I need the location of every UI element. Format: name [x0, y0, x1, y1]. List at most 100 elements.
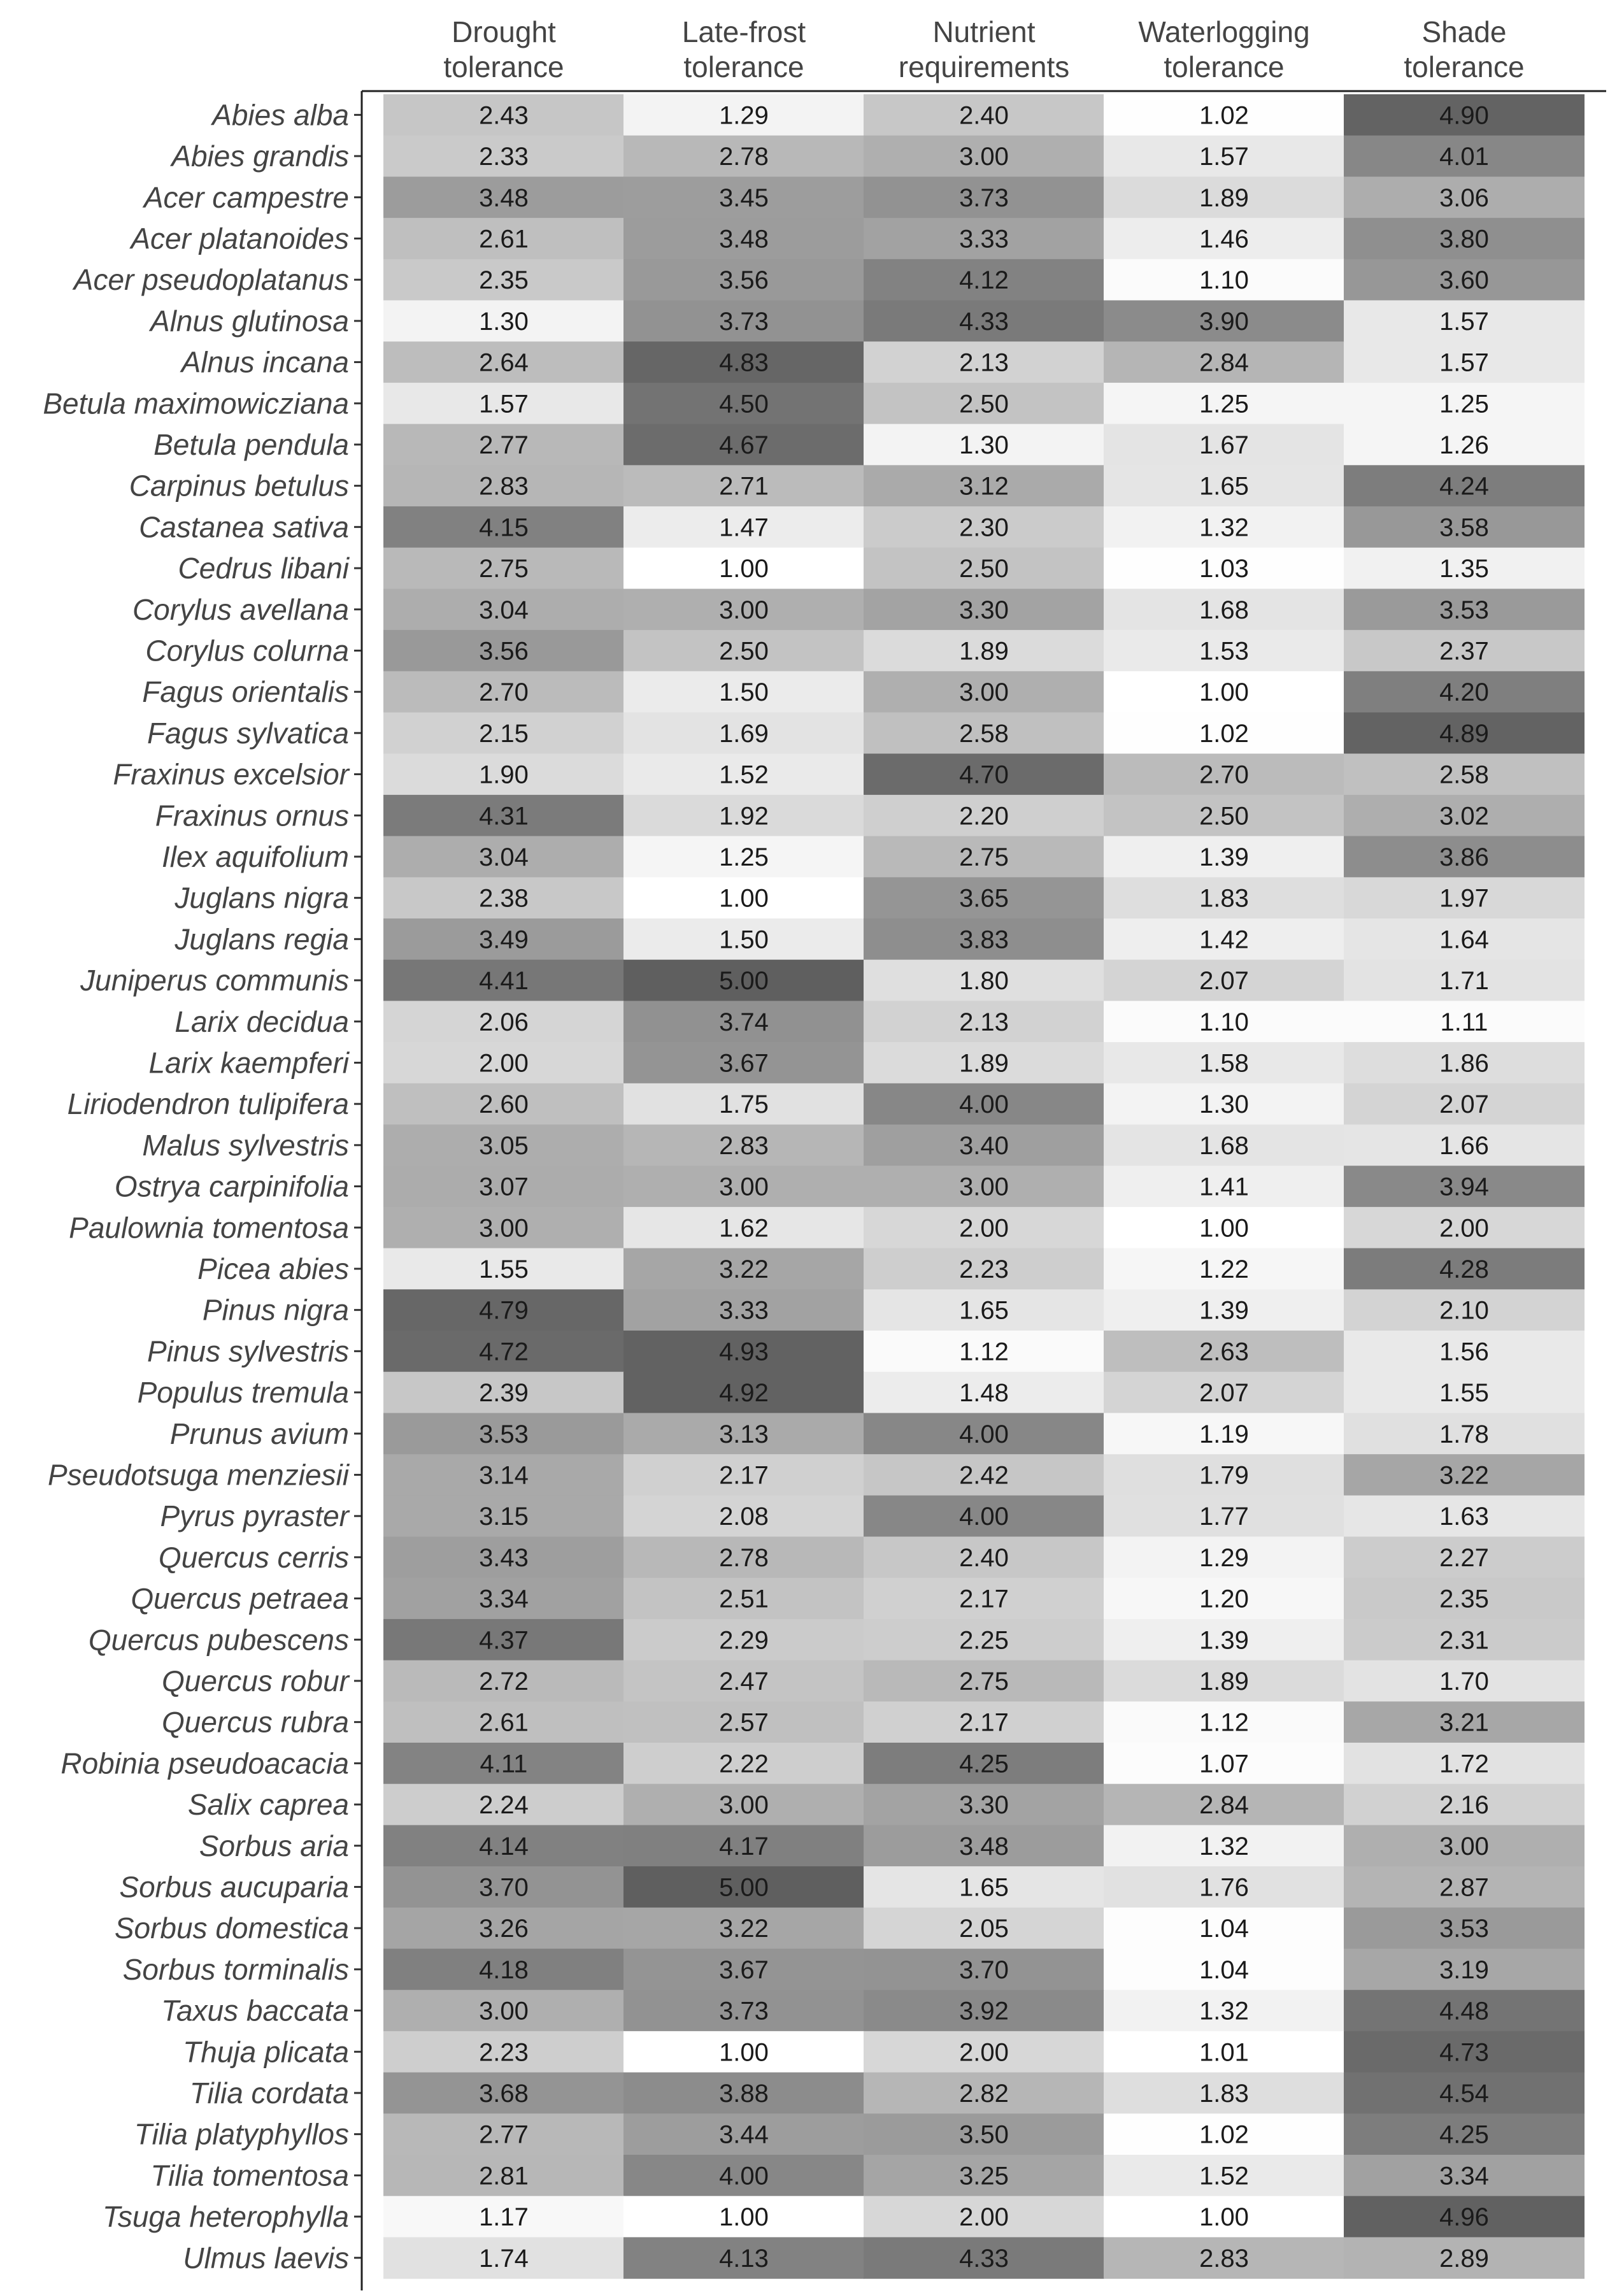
heatmap-cell [864, 176, 1104, 218]
heatmap-cell [1104, 2072, 1344, 2114]
heatmap-cell [1344, 1743, 1585, 1785]
cell-value-label: 3.04 [479, 596, 529, 624]
heatmap-cell [1344, 2196, 1585, 2238]
cell-value-label: 3.22 [719, 1915, 769, 1943]
heatmap-cell [1104, 1660, 1344, 1702]
heatmap-cell [864, 1413, 1104, 1455]
cell-value-label: 1.30 [479, 308, 529, 336]
cell-value-label: 4.25 [1439, 2121, 1489, 2149]
cell-value-label: 4.67 [719, 431, 769, 459]
cell-value-label: 3.70 [959, 1956, 1009, 1984]
heatmap-cell [623, 1866, 864, 1908]
cell-value-label: 2.70 [479, 678, 529, 706]
heatmap-cell [1344, 1578, 1585, 1620]
cell-value-label: 2.60 [479, 1090, 529, 1118]
cell-value-label: 1.00 [1199, 678, 1249, 706]
heatmap-cell [1104, 135, 1344, 177]
row-label-pinus-sylvestris: Pinus sylvestris [147, 1334, 349, 1368]
heatmap-cell [1344, 300, 1585, 342]
heatmap-cell [383, 918, 624, 961]
heatmap-cell [1344, 1248, 1585, 1290]
cell-value-label: 1.32 [1199, 1832, 1249, 1861]
heatmap-cell [1344, 1825, 1585, 1867]
row-label-fraxinus-ornus: Fraxinus ornus [155, 799, 349, 832]
heatmap-cell [864, 671, 1104, 713]
cell-value-label: 3.70 [479, 1873, 529, 1901]
heatmap-cell [623, 2072, 864, 2114]
heatmap-cell [864, 1907, 1104, 1950]
cell-value-label: 4.20 [1439, 678, 1489, 706]
heatmap-cell [623, 754, 864, 796]
cell-value-label: 3.68 [479, 2080, 529, 2108]
heatmap-cell [623, 1206, 864, 1249]
heatmap-cell [383, 1495, 624, 1538]
heatmap-cell [1344, 1866, 1585, 1908]
heatmap-cell [383, 2031, 624, 2073]
heatmap-cell [864, 465, 1104, 507]
heatmap-cell [623, 1001, 864, 1043]
cell-value-label: 2.05 [959, 1915, 1009, 1943]
heatmap-cell [1344, 671, 1585, 713]
heatmap-cell [623, 1166, 864, 1208]
heatmap-cell [623, 1454, 864, 1496]
heatmap-cell [623, 1825, 864, 1867]
heatmap-cell [623, 94, 864, 136]
heatmap-cell [623, 1083, 864, 1125]
cell-value-label: 1.65 [959, 1873, 1009, 1901]
cell-value-label: 1.89 [959, 1049, 1009, 1077]
heatmap-cell [383, 94, 624, 136]
cell-value-label: 1.00 [719, 2038, 769, 2066]
cell-value-label: 3.50 [959, 2121, 1009, 2149]
heatmap-cell [1344, 465, 1585, 507]
heatmap-cell [864, 1124, 1104, 1166]
row-labels: Abies alba Abies grandis Acer campestre Ace… [43, 98, 362, 2275]
cell-value-label: 2.00 [959, 2038, 1009, 2066]
cell-value-label: 1.80 [959, 967, 1009, 995]
cell-value-label: 1.70 [1439, 1668, 1489, 1696]
cell-value-label: 3.94 [1439, 1173, 1489, 1201]
cell-value-label: 1.35 [1439, 555, 1489, 583]
cell-value-label: 2.43 [479, 101, 529, 129]
heatmap-cell [623, 1536, 864, 1578]
cell-value-label: 1.89 [1199, 1668, 1249, 1696]
cell-value-label: 4.01 [1439, 143, 1489, 171]
axes [360, 90, 1606, 2290]
heatmap-cell [383, 1825, 624, 1867]
cell-value-label: 3.00 [719, 1173, 769, 1201]
cell-value-label: 4.90 [1439, 101, 1489, 129]
cell-value-label: 2.37 [1439, 637, 1489, 665]
heatmap-cell [383, 712, 624, 754]
cell-value-label: 1.65 [1199, 473, 1249, 501]
row-label-fraxinus-excelsior: Fraxinus excelsior [113, 758, 350, 791]
cell-value-label: 2.87 [1439, 1873, 1489, 1901]
heatmap-cell [383, 2237, 624, 2279]
cell-value-label: 2.20 [959, 802, 1009, 830]
cell-value-label: 2.57 [719, 1709, 769, 1737]
cell-value-label: 3.30 [959, 596, 1009, 624]
heatmap-cell [623, 1331, 864, 1373]
heatmap-cell [1104, 1948, 1344, 1990]
cell-value-label: 1.66 [1439, 1132, 1489, 1160]
cell-value-label: 1.57 [479, 390, 529, 418]
heatmap-cell [1344, 1042, 1585, 1084]
row-label-picea-abies: Picea abies [197, 1252, 349, 1285]
heatmap-cell [864, 2113, 1104, 2155]
heatmap-cell [864, 1331, 1104, 1373]
cell-value-label: 1.00 [1199, 1214, 1249, 1242]
cell-value-label: 3.67 [719, 1956, 769, 1984]
heatmap-cell [383, 2072, 624, 2114]
row-label-pinus-nigra: Pinus nigra [203, 1294, 349, 1327]
cell-value-label: 1.25 [719, 843, 769, 871]
cell-value-label: 1.12 [1199, 1709, 1249, 1737]
cell-value-label: 1.57 [1439, 308, 1489, 336]
heatmap-cell [864, 424, 1104, 466]
cell-value-label: 2.75 [959, 1668, 1009, 1696]
heatmap-cell [1104, 794, 1344, 837]
heatmap-cell [623, 1618, 864, 1661]
row-label-castanea-sativa: Castanea sativa [139, 510, 349, 543]
heatmap-cell [383, 1289, 624, 1331]
heatmap-cell [1104, 1743, 1344, 1785]
cell-value-label: 2.42 [959, 1461, 1009, 1489]
row-label-sorbus-torminalis: Sorbus torminalis [123, 1953, 349, 1986]
cell-value-label: 2.08 [719, 1503, 769, 1531]
